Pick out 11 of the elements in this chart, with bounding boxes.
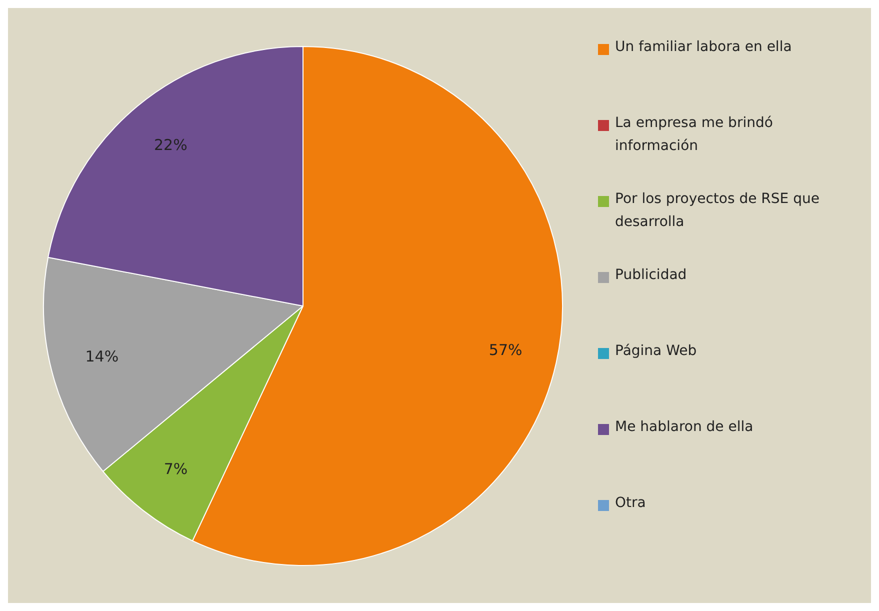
legend-label: Otra — [615, 494, 646, 512]
data-label: 22% — [154, 135, 188, 154]
data-label: 7% — [164, 459, 188, 478]
legend-label: Por los proyectos de RSE que desarrolla — [615, 190, 820, 232]
legend-label: La empresa me brindó información — [615, 114, 774, 156]
data-label: 14% — [85, 347, 119, 366]
legend-label: Página Web — [615, 342, 697, 360]
legend-label: Me hablaron de ella — [615, 418, 754, 436]
legend-label: Un familiar labora en ella — [615, 38, 792, 56]
legend-label: Publicidad — [615, 266, 687, 284]
data-label: 57% — [488, 340, 522, 359]
